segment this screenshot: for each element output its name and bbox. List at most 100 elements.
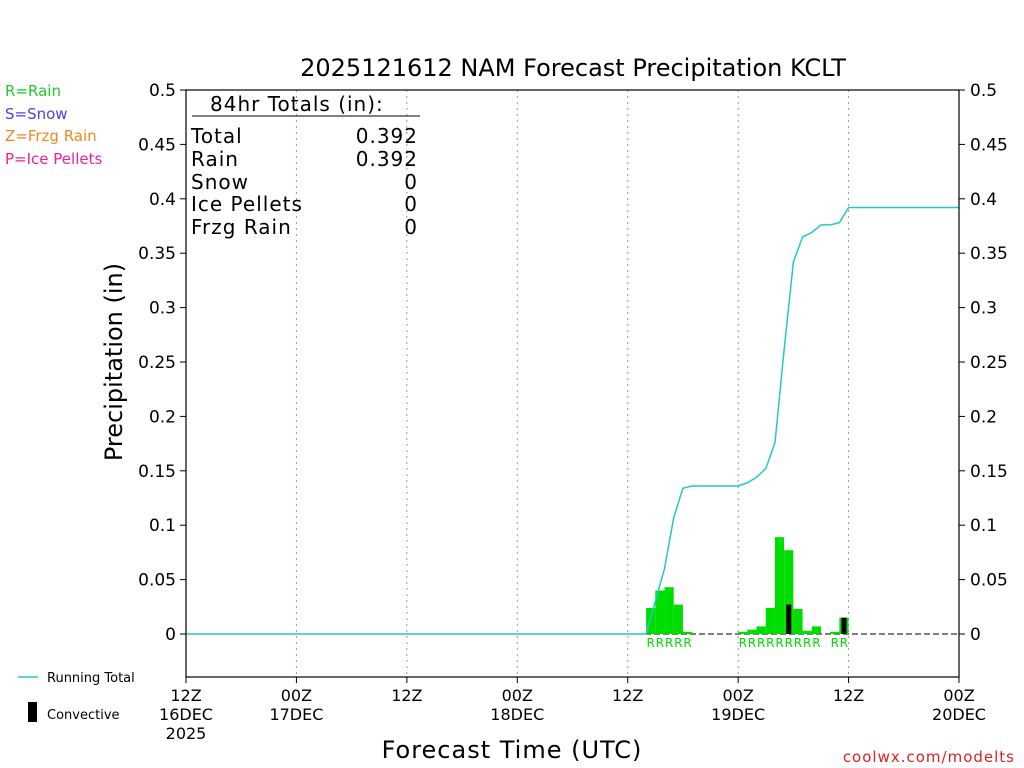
x-tick-label: 12Z xyxy=(170,686,201,705)
totals-total-value: 0.392 xyxy=(356,124,418,148)
precip-type-marker: R xyxy=(812,636,820,650)
x-tick-label: 00Z xyxy=(943,686,974,705)
precip-bar xyxy=(738,631,748,634)
totals-heading: 84hr Totals (in): xyxy=(210,92,384,116)
totals-snow-value: 0 xyxy=(404,170,418,194)
precip-bar xyxy=(765,607,775,634)
series-legend: Running Total Convective xyxy=(18,671,135,723)
precip-type-marker: R xyxy=(803,636,811,650)
precip-type-marker: R xyxy=(665,636,673,650)
type-legend-frzg-rain: Z=Frzg Rain xyxy=(5,127,97,145)
totals-snow-label: Snow xyxy=(191,170,249,194)
type-legend-ice-pellets: P=Ice Pellets xyxy=(5,150,102,168)
y-tick-label-right: 0.3 xyxy=(970,299,997,319)
x-tick-label: 00Z xyxy=(502,686,533,705)
precip-bar xyxy=(784,550,794,634)
y-axis-label: Precipitation (in) xyxy=(100,263,128,461)
x-tick-label: 12Z xyxy=(391,686,422,705)
totals-ice-value: 0 xyxy=(404,192,418,216)
precip-bar xyxy=(646,607,656,634)
running-total-polyline xyxy=(186,206,959,635)
convective-swatch xyxy=(28,702,37,722)
precip-type-marker: R xyxy=(794,636,802,650)
precip-bar xyxy=(830,631,840,634)
x-tick-label: 12Z xyxy=(833,686,864,705)
x-tick-date-label: 18DEC xyxy=(490,705,544,724)
precip-bar xyxy=(747,629,757,634)
y-tick-label-left: 0.45 xyxy=(138,135,176,155)
y-tick-label-left: 0.3 xyxy=(149,299,176,319)
precip-bar xyxy=(664,587,674,634)
y-tick-label-left: 0.05 xyxy=(138,571,176,591)
precip-bar xyxy=(793,608,803,634)
convective-bar xyxy=(841,617,847,634)
totals-rain-value: 0.392 xyxy=(356,147,418,171)
y-tick-label-right: 0.2 xyxy=(970,407,997,427)
precip-bars xyxy=(646,537,849,634)
precip-type-marker: R xyxy=(739,636,747,650)
y-tick-label-left: 0.25 xyxy=(138,353,176,373)
precip-bar xyxy=(682,631,693,634)
chart-title: 2025121612 NAM Forecast Precipitation KC… xyxy=(300,54,846,82)
y-tick-label-right: 0.5 xyxy=(970,81,997,101)
y-tick-label-left: 0.35 xyxy=(138,244,176,264)
totals-box: 84hr Totals (in): Total 0.392 Rain 0.392… xyxy=(190,92,420,239)
x-tick-year-label: 2025 xyxy=(166,724,207,743)
x-tick-label: 12Z xyxy=(612,686,643,705)
totals-frzg-label: Frzg Rain xyxy=(191,215,292,239)
type-legend: R=Rain S=Snow Z=Frzg Rain P=Ice Pellets xyxy=(5,82,102,168)
precip-bar xyxy=(756,626,766,634)
totals-rain-label: Rain xyxy=(191,147,239,171)
type-legend-rain: R=Rain xyxy=(5,82,61,100)
precip-type-marker: R xyxy=(840,636,848,650)
y-tick-label-right: 0.25 xyxy=(970,353,1008,373)
y-axis-ticks: 0 00.05 0.050.1 0.10.15 0.150.2 0.20.25 0.250.… xyxy=(138,81,1008,645)
convective-bars xyxy=(786,604,847,634)
x-tick-date-label: 19DEC xyxy=(711,705,765,724)
y-tick-label-left: 0.1 xyxy=(149,516,176,536)
precip-type-marker: R xyxy=(656,636,664,650)
convective-legend-label: Convective xyxy=(47,708,120,723)
precip-type-marker: R xyxy=(785,636,793,650)
y-tick-label-left: 0.2 xyxy=(149,407,176,427)
credit-text: coolwx.com/modelts xyxy=(843,748,1015,766)
precip-type-marker: R xyxy=(766,636,774,650)
precip-bar xyxy=(655,590,665,634)
precip-bar xyxy=(673,604,683,634)
convective-bar xyxy=(786,604,792,634)
y-tick-label-left: 0.4 xyxy=(149,190,176,210)
precip-type-marker: R xyxy=(674,636,682,650)
precip-bar xyxy=(774,537,785,634)
x-tick-date-label: 17DEC xyxy=(269,705,323,724)
precip-type-marker: R xyxy=(683,636,691,650)
totals-ice-label: Ice Pellets xyxy=(191,192,303,216)
y-tick-label-right: 0.1 xyxy=(970,516,997,536)
x-tick-date-label: 20DEC xyxy=(932,705,986,724)
precip-bar xyxy=(802,630,812,634)
y-tick-label-right: 0 xyxy=(970,625,981,645)
y-tick-label-right: 0.35 xyxy=(970,244,1008,264)
running-total-legend-label: Running Total xyxy=(47,671,135,686)
totals-frzg-value: 0 xyxy=(404,215,418,239)
precip-type-marker: R xyxy=(647,636,655,650)
x-tick-date-label: 16DEC xyxy=(159,705,213,724)
x-tick-label: 00Z xyxy=(281,686,312,705)
y-tick-label-right: 0.4 xyxy=(970,190,997,210)
type-legend-snow: S=Snow xyxy=(5,105,68,123)
precip-type-marker: R xyxy=(757,636,765,650)
precip-type-marker: R xyxy=(775,636,783,650)
x-axis-label: Forecast Time (UTC) xyxy=(382,736,643,764)
y-tick-label-right: 0.45 xyxy=(970,135,1008,155)
x-tick-label: 00Z xyxy=(722,686,753,705)
y-tick-label-left: 0.15 xyxy=(138,462,176,482)
gridlines xyxy=(186,90,959,677)
totals-total-label: Total xyxy=(190,124,243,148)
y-tick-label-left: 0 xyxy=(165,625,176,645)
plot-frame xyxy=(185,89,960,678)
y-tick-label-right: 0.05 xyxy=(970,571,1008,591)
y-tick-label-left: 0.5 xyxy=(149,81,176,101)
running-total-line xyxy=(186,206,959,635)
